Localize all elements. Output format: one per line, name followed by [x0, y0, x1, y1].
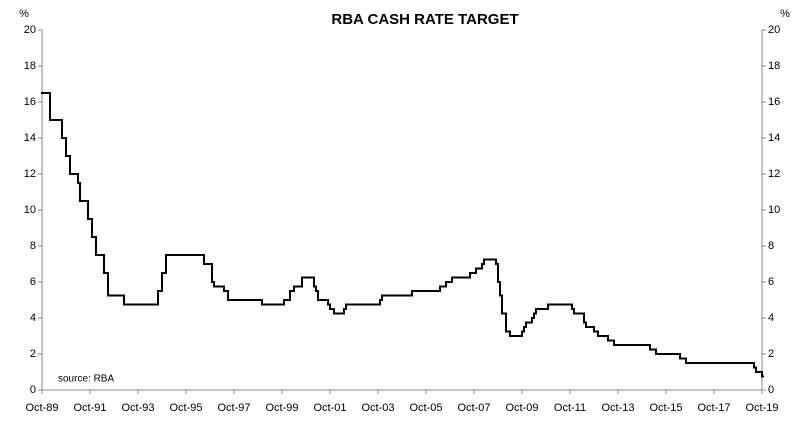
chart-title: RBA CASH RATE TARGET	[331, 11, 518, 28]
x-tick-label: Oct-13	[601, 402, 634, 414]
annotation: source: RBA	[58, 374, 114, 385]
x-tick-label: Oct-89	[25, 402, 58, 414]
y2-tick-label: 18	[768, 60, 780, 72]
y2-tick-label: 4	[768, 312, 774, 324]
y-tick-label: 14	[24, 132, 36, 144]
y-tick-label: 0	[30, 384, 36, 396]
y-tick-label: 18	[24, 60, 36, 72]
y2-tick-label: 10	[768, 204, 780, 216]
y-tick-label: 6	[30, 276, 36, 288]
x-tick-label: Oct-19	[745, 402, 778, 414]
y-tick-label: 10	[24, 204, 36, 216]
y-tick-label: 20	[24, 24, 36, 36]
x-tick-label: Oct-99	[265, 402, 298, 414]
x-tick-label: Oct-91	[73, 402, 106, 414]
y-tick-label: 16	[24, 96, 36, 108]
y2-tick-label: 6	[768, 276, 774, 288]
x-tick-label: Oct-09	[505, 402, 538, 414]
y2-tick-label: 0	[768, 384, 774, 396]
y2-tick-label: 14	[768, 132, 780, 144]
x-tick-label: Oct-95	[169, 402, 202, 414]
x-tick-label: Oct-11	[554, 402, 586, 414]
y2-tick-label: 8	[768, 240, 774, 252]
x-tick-label: Oct-93	[121, 402, 154, 414]
y-axis-label: %	[19, 8, 29, 20]
y2-tick-label: 16	[768, 96, 780, 108]
y-tick-label: 4	[30, 312, 36, 324]
x-tick-label: Oct-01	[313, 402, 346, 414]
y-tick-label: 8	[30, 240, 36, 252]
x-tick-label: Oct-97	[217, 402, 250, 414]
x-tick-label: Oct-07	[457, 402, 490, 414]
x-tick-label: Oct-15	[649, 402, 682, 414]
y2-tick-label: 12	[768, 168, 780, 180]
y-tick-label: 12	[24, 168, 36, 180]
y2-tick-label: 20	[768, 24, 780, 36]
x-tick-label: Oct-05	[409, 402, 442, 414]
x-tick-label: Oct-03	[361, 402, 394, 414]
y-tick-label: 2	[30, 348, 36, 360]
x-tick-label: Oct-17	[697, 402, 730, 414]
y2-axis-label: %	[780, 8, 790, 20]
y2-tick-label: 2	[768, 348, 774, 360]
